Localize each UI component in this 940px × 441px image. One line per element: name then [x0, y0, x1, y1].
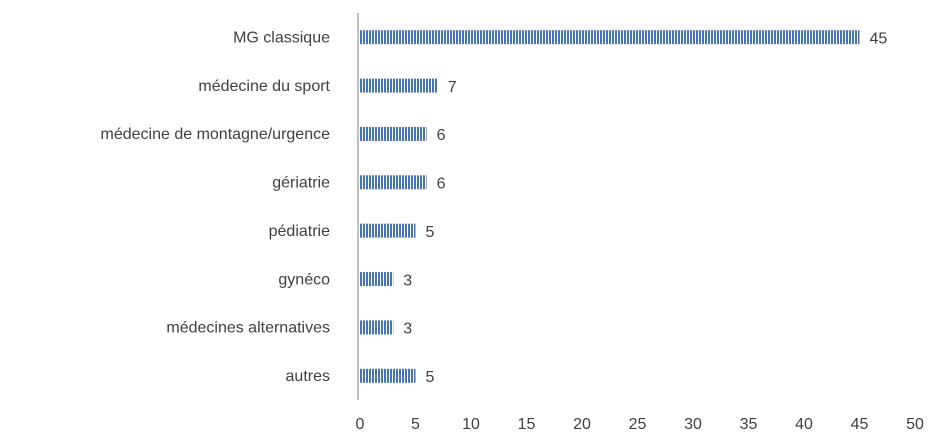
bar: [360, 368, 416, 383]
bar: [360, 30, 860, 45]
bar: [360, 126, 427, 141]
data-label: 5: [426, 224, 435, 241]
x-tick-label: 50: [906, 416, 924, 433]
x-tick-label: 40: [795, 416, 813, 433]
x-tick-label: 15: [518, 416, 536, 433]
x-tick-label: 20: [573, 416, 591, 433]
x-tick-label: 10: [462, 416, 480, 433]
data-label: 6: [437, 176, 446, 193]
y-tick-label: médecines alternatives: [166, 320, 330, 337]
y-tick-label: médecine du sport: [198, 78, 330, 95]
data-label: 7: [448, 79, 457, 96]
data-label: 6: [437, 127, 446, 144]
data-label: 45: [870, 30, 888, 47]
y-tick-label: pédiatrie: [269, 223, 330, 240]
x-tick-label: 35: [740, 416, 758, 433]
bar: [360, 320, 394, 335]
bar: [360, 272, 394, 287]
x-tick-label: 25: [629, 416, 647, 433]
y-tick-label: médecine de montagne/urgence: [101, 126, 331, 143]
data-label: 5: [426, 369, 435, 386]
y-tick-label: MG classique: [233, 29, 330, 46]
x-tick-label: 5: [411, 416, 420, 433]
y-tick-label: gynéco: [278, 271, 330, 288]
x-tick-label: 45: [851, 416, 869, 433]
bar: [360, 223, 416, 238]
bar: [360, 78, 438, 93]
data-label: 3: [403, 272, 412, 289]
x-tick-label: 30: [684, 416, 702, 433]
bar: [360, 175, 427, 190]
y-tick-label: gériatrie: [272, 175, 330, 192]
x-tick-label: 0: [356, 416, 365, 433]
data-label: 3: [403, 321, 412, 338]
y-tick-label: autres: [286, 368, 330, 385]
